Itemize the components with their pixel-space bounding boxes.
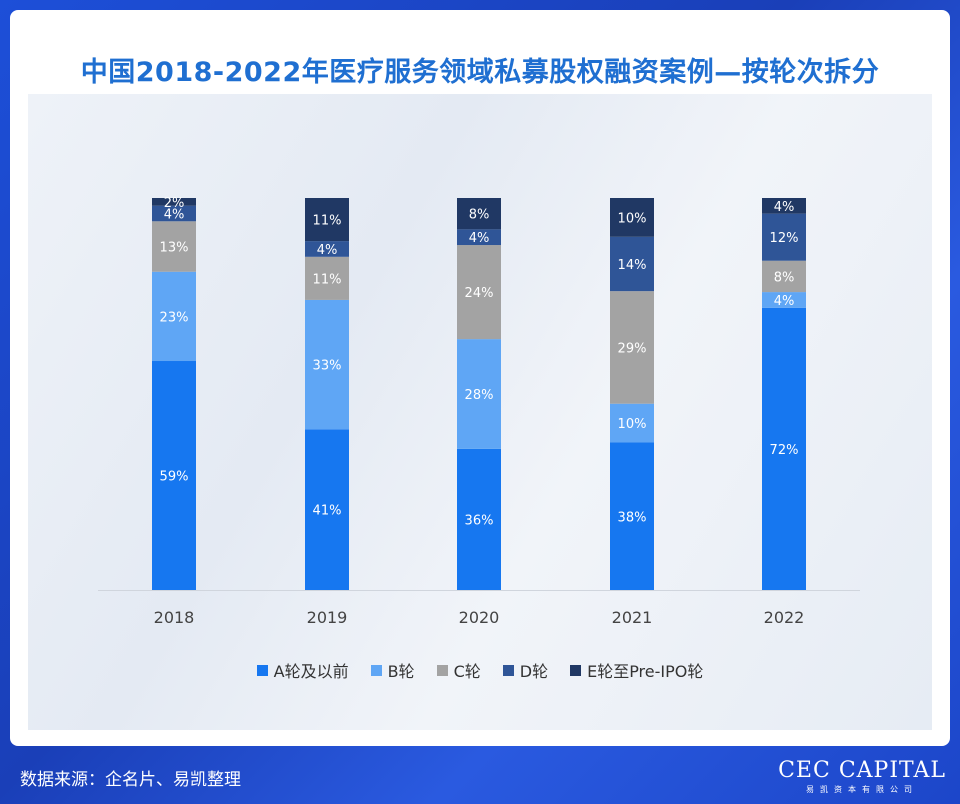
legend-label-3: C轮 xyxy=(453,662,481,681)
x-tick-label-2018: 2018 xyxy=(154,608,195,627)
bar-2022-series-1 xyxy=(762,307,806,590)
data-label-2019-series-1: 41% xyxy=(313,504,342,519)
legend-item-1: A轮及以前 xyxy=(256,658,349,682)
legend-label-4: D轮 xyxy=(519,662,549,681)
data-label-2020-series-5: 8% xyxy=(469,208,490,223)
legend-label-5: E轮至Pre-IPO轮 xyxy=(587,662,704,681)
data-label-2021-series-1: 38% xyxy=(618,510,647,525)
bar-2018-series-4 xyxy=(152,205,196,222)
x-tick-label-2022: 2022 xyxy=(764,608,805,627)
data-label-2020-series-2: 28% xyxy=(465,388,494,403)
data-label-2019-series-4: 4% xyxy=(317,243,338,258)
bar-2020-series-3 xyxy=(457,245,501,340)
data-label-2018-series-2: 23% xyxy=(160,310,189,325)
logo-text: CEC CAPITAL xyxy=(778,758,946,783)
cec-capital-logo: CEC CAPITAL 易凯资本有限公司 xyxy=(778,758,946,795)
chart-card: 中国2018-2022年医疗服务领域私募股权融资案例—按轮次拆分 59% 23% 1… xyxy=(10,10,950,746)
data-label-2022-series-3: 8% xyxy=(774,270,795,285)
data-label-2022-series-2: 4% xyxy=(774,294,795,309)
bar-2022-series-5 xyxy=(762,198,806,214)
bar-2020-series-1 xyxy=(457,448,501,590)
bar-2021-series-1 xyxy=(610,442,654,590)
bar-2018-series-5 xyxy=(152,198,196,206)
legend-item-3: C轮 xyxy=(436,658,481,682)
bar-2019-series-5 xyxy=(305,198,349,242)
data-label-2018-series-4: 4% xyxy=(164,208,185,223)
legend-swatch-1 xyxy=(256,664,268,676)
chart-title: 中国2018-2022年医疗服务领域私募股权融资案例—按轮次拆分 xyxy=(80,57,880,88)
legend-item-2: B轮 xyxy=(370,658,415,682)
bar-2019-series-3 xyxy=(305,256,349,300)
legend-swatch-2 xyxy=(370,664,382,676)
data-label-2019-series-3: 11% xyxy=(313,272,342,287)
bar-2018-series-2 xyxy=(152,271,196,362)
stacked-bar-chart: 59%23%13%4%2%201841%33%11%4%11%201936%28… xyxy=(98,196,860,627)
data-label-2020-series-4: 4% xyxy=(469,231,490,246)
data-label-2019-series-2: 33% xyxy=(313,359,342,374)
data-label-2019-series-5: 11% xyxy=(313,214,342,229)
bar-2019-series-4 xyxy=(305,241,349,257)
x-tick-label-2019: 2019 xyxy=(307,608,348,627)
bar-2020-series-4 xyxy=(457,229,501,246)
data-label-2022-series-5: 4% xyxy=(774,200,795,215)
data-label-2018-series-3: 13% xyxy=(160,241,189,256)
data-label-2022-series-4: 12% xyxy=(770,231,799,246)
bar-2020-series-2 xyxy=(457,339,501,449)
logo-subtext: 易凯资本有限公司 xyxy=(806,785,919,794)
legend-label-1: A轮及以前 xyxy=(273,662,349,681)
x-tick-label-2021: 2021 xyxy=(612,608,653,627)
bar-2021-series-3 xyxy=(610,291,654,404)
bar-2021-series-2 xyxy=(610,403,654,443)
bar-2018-series-3 xyxy=(152,221,196,272)
bar-2021-series-4 xyxy=(610,236,654,292)
bar-2021-series-5 xyxy=(610,198,654,237)
bar-2019-series-1 xyxy=(305,429,349,590)
x-tick-label-2020: 2020 xyxy=(459,608,500,627)
data-label-2022-series-1: 72% xyxy=(770,443,799,458)
bar-2022-series-3 xyxy=(762,260,806,293)
data-label-2021-series-5: 10% xyxy=(618,211,647,226)
bar-2019-series-2 xyxy=(305,299,349,430)
legend-swatch-5 xyxy=(570,664,582,676)
legend-swatch-4 xyxy=(502,664,514,676)
bar-2022-series-2 xyxy=(762,292,806,308)
data-label-2021-series-2: 10% xyxy=(618,417,647,432)
legend-swatch-3 xyxy=(436,664,448,676)
data-label-2018-series-1: 59% xyxy=(160,470,189,485)
data-label-2020-series-3: 24% xyxy=(465,286,494,301)
bar-2018-series-1 xyxy=(152,361,196,590)
bar-2022-series-4 xyxy=(762,213,806,261)
chart-legend: A轮及以前 B轮 C轮 D轮 E轮至Pre-IPO轮 xyxy=(10,658,950,682)
data-source-note: 数据来源：企名片、易凯整理 xyxy=(20,770,241,790)
legend-item-4: D轮 xyxy=(502,658,549,682)
legend-item-5: E轮至Pre-IPO轮 xyxy=(570,658,703,682)
legend-label-2: B轮 xyxy=(387,662,415,681)
data-label-2021-series-3: 29% xyxy=(618,341,647,356)
data-label-2021-series-4: 14% xyxy=(618,258,647,273)
bar-2020-series-5 xyxy=(457,198,501,230)
data-label-2018-series-5: 2% xyxy=(164,196,185,211)
data-label-2020-series-1: 36% xyxy=(465,513,494,528)
